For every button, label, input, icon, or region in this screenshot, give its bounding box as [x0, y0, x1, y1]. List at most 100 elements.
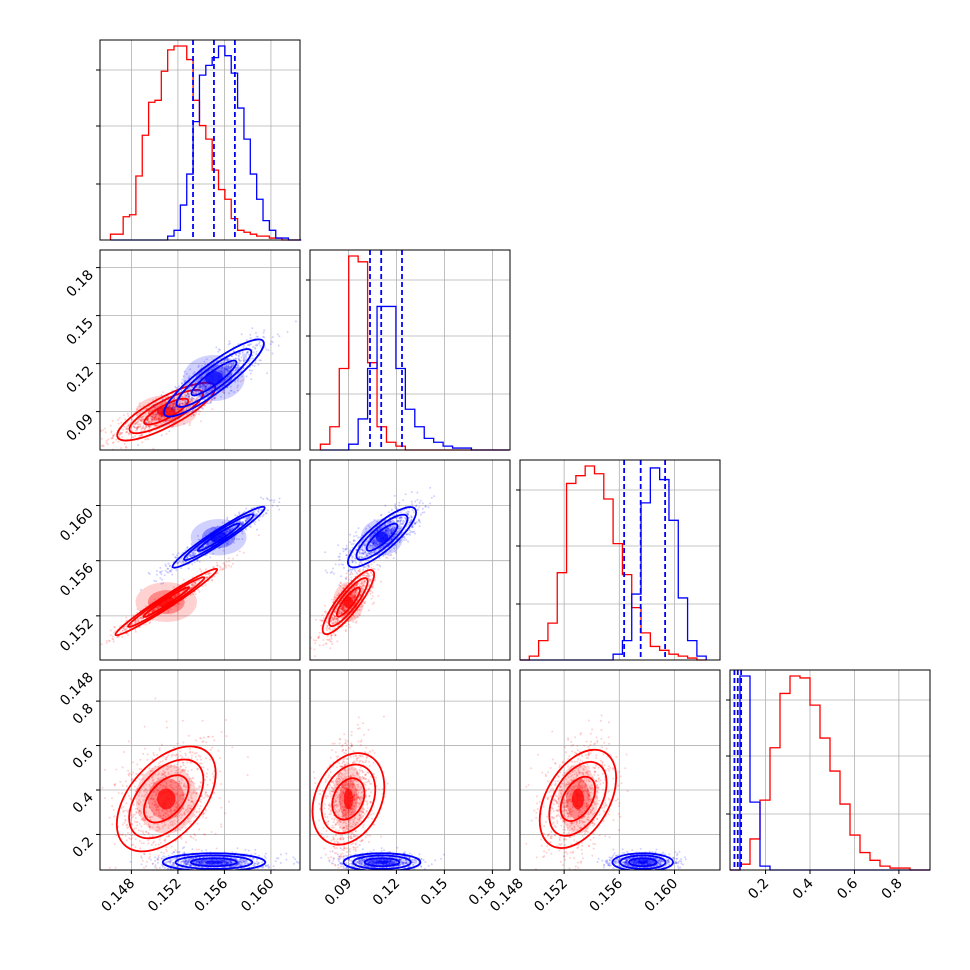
scatter-point: [254, 513, 257, 516]
scatter-point: [332, 622, 335, 624]
scatter-point: [192, 413, 195, 416]
scatter-point: [399, 521, 402, 524]
scatter-point: [211, 542, 213, 545]
panel-frame: [99, 249, 301, 451]
scatter-point: [193, 583, 196, 586]
scatter-point: [191, 396, 194, 399]
scatter-point: [236, 554, 239, 557]
scatter-point: [336, 617, 339, 620]
scatter-point: [329, 571, 332, 574]
scatter-point: [126, 428, 129, 431]
scatter-point: [184, 399, 187, 402]
scatter-point: [186, 556, 189, 559]
scatter-point: [362, 556, 364, 559]
scatter-point: [191, 399, 194, 402]
scatter-point: [330, 636, 333, 639]
scatter-point: [330, 634, 333, 637]
scatter-point: [159, 571, 162, 574]
scatter-point: [360, 585, 363, 588]
scatter-point: [321, 614, 324, 616]
scatter-point: [230, 364, 233, 367]
scatter-point: [257, 363, 260, 366]
scatter-point: [122, 627, 125, 630]
scatter-point: [349, 533, 351, 536]
scatter-point: [200, 406, 202, 409]
scatter-point: [261, 515, 264, 518]
scatter-point: [256, 343, 258, 346]
scatter-point: [230, 367, 233, 369]
scatter-point: [209, 572, 212, 575]
scatter-point: [186, 393, 189, 396]
scatter-point: [417, 518, 420, 521]
scatter-point: [225, 560, 228, 563]
scatter-point: [376, 529, 379, 532]
scatter-point: [263, 329, 266, 332]
scatter-point: [367, 585, 370, 588]
scatter-point: [338, 610, 341, 613]
histogram-blue: [320, 305, 510, 451]
scatter-point: [341, 605, 344, 608]
joint-panel-0-1: [99, 249, 301, 451]
scatter-point: [105, 640, 108, 642]
scatter-point: [109, 424, 112, 427]
scatter-point: [350, 593, 353, 595]
scatter-point: [135, 421, 138, 424]
scatter-point: [199, 390, 202, 393]
scatter-point: [205, 402, 208, 405]
scatter-point: [194, 408, 197, 411]
scatter-point: [212, 552, 215, 555]
scatter-point: [193, 553, 196, 556]
scatter-point: [245, 375, 248, 378]
scatter-point: [205, 392, 208, 394]
scatter-point: [182, 399, 184, 402]
scatter-point: [191, 400, 194, 403]
scatter-point: [353, 595, 356, 598]
scatter-point: [203, 384, 206, 387]
scatter-point: [398, 501, 401, 504]
scatter-point: [354, 557, 356, 560]
scatter-point: [219, 370, 222, 373]
scatter-point: [187, 567, 190, 570]
scatter-point: [330, 619, 332, 622]
scatter-point: [200, 395, 203, 398]
scatter-point: [124, 427, 127, 430]
scatter-point: [141, 617, 144, 620]
scatter-point: [201, 406, 204, 409]
scatter-point: [158, 418, 161, 421]
scatter-point: [228, 560, 231, 563]
scatter-point: [189, 399, 192, 402]
scatter-point: [333, 614, 336, 617]
scatter-point: [246, 344, 249, 347]
scatter-point: [409, 531, 412, 534]
scatter-point: [163, 574, 166, 577]
scatter-point: [166, 419, 169, 422]
scatter-point: [359, 576, 361, 579]
scatter-point: [333, 615, 336, 618]
scatter-point: [211, 541, 214, 544]
scatter-point: [353, 597, 356, 600]
scatter-point: [170, 408, 173, 411]
scatter-point: [141, 441, 144, 444]
scatter-point: [338, 612, 341, 615]
scatter-point: [278, 508, 281, 511]
scatter-point: [181, 395, 184, 398]
scatter-point: [373, 538, 376, 541]
scatter-point: [362, 574, 365, 577]
scatter-point: [257, 510, 260, 513]
scatter-point: [398, 527, 401, 530]
scatter-point: [206, 576, 209, 579]
scatter-point: [367, 564, 370, 567]
scatter-point: [385, 556, 388, 559]
scatter-point: [362, 566, 365, 569]
scatter-point: [226, 530, 229, 533]
scatter-point: [147, 410, 150, 413]
scatter-point: [147, 428, 150, 430]
scatter-point: [164, 569, 167, 572]
scatter-point: [418, 519, 421, 522]
scatter-point: [371, 544, 374, 547]
scatter-point: [188, 375, 191, 378]
scatter-point: [203, 380, 206, 383]
scatter-point: [143, 427, 146, 430]
scatter-point: [227, 343, 230, 346]
scatter-point: [236, 379, 239, 382]
